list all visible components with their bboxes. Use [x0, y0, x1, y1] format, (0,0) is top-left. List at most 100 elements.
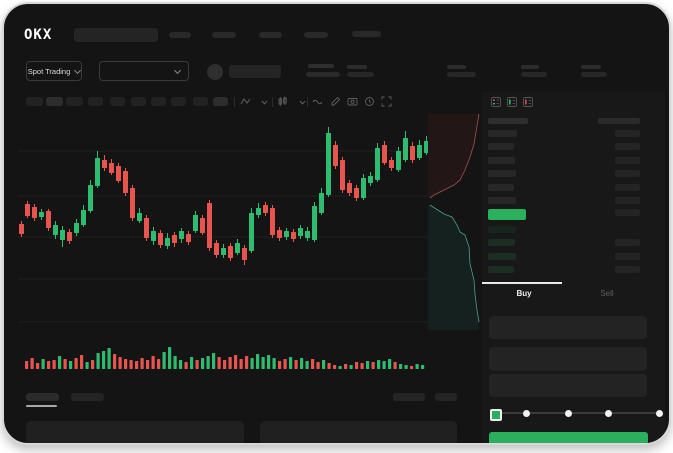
- percent-slider-track[interactable]: [494, 412, 659, 414]
- indicator-zigzag-icon[interactable]: [240, 96, 251, 107]
- bottom-action[interactable]: [435, 393, 457, 401]
- volume-bar: [421, 365, 425, 369]
- ticker-stat-value: [581, 72, 607, 77]
- slider-stop[interactable]: [565, 410, 572, 417]
- volume-bar: [140, 358, 144, 369]
- depth-asks-area: [428, 114, 479, 198]
- ask-row-size[interactable]: [615, 183, 640, 191]
- volume-bar: [58, 356, 62, 369]
- market-type-dropdown[interactable]: Spot Trading: [26, 61, 82, 81]
- ask-row[interactable]: [488, 130, 517, 137]
- ask-row[interactable]: [488, 156, 515, 164]
- total-field[interactable]: [489, 374, 647, 397]
- book-combined-icon[interactable]: [490, 96, 501, 107]
- candle-body: [361, 178, 366, 198]
- ask-row-size[interactable]: [615, 130, 640, 137]
- volume-bar: [377, 360, 381, 369]
- volume-bar: [250, 358, 254, 369]
- depth-chart[interactable]: [428, 114, 482, 330]
- bid-row-size[interactable]: [615, 252, 640, 260]
- camera-icon[interactable]: [347, 96, 358, 107]
- interval-button[interactable]: [213, 97, 228, 106]
- nav-item[interactable]: [352, 31, 381, 37]
- interval-button[interactable]: [171, 97, 186, 106]
- buy-submit-button[interactable]: [489, 432, 648, 443]
- volume-bar: [228, 357, 232, 369]
- volume-bar: [52, 360, 56, 369]
- candlestick-chart[interactable]: [18, 112, 428, 372]
- volume-bar: [338, 366, 342, 369]
- nav-item[interactable]: [304, 32, 328, 38]
- ask-row[interactable]: [488, 170, 516, 178]
- interval-button[interactable]: [88, 97, 103, 106]
- price-row-size[interactable]: [615, 209, 640, 216]
- interval-button[interactable]: [151, 97, 166, 106]
- candle-body: [172, 235, 177, 243]
- okx-logo: OKX: [24, 27, 53, 43]
- ticker-stat-label: [447, 65, 466, 69]
- depth-asks-line: [429, 114, 480, 199]
- tab-buy[interactable]: Buy: [516, 289, 532, 298]
- line-wave-icon[interactable]: [312, 96, 323, 107]
- interval-button[interactable]: [131, 97, 146, 106]
- nav-item[interactable]: [212, 32, 236, 38]
- interval-button[interactable]: [46, 97, 63, 106]
- pair-avatar: [207, 64, 223, 80]
- ask-row-size[interactable]: [615, 170, 640, 178]
- history-clock-icon[interactable]: [364, 96, 375, 107]
- bid-row[interactable]: [488, 239, 515, 247]
- candle-body: [375, 148, 380, 180]
- ask-row[interactable]: [488, 197, 516, 204]
- candle-body: [200, 218, 205, 233]
- book-bids-icon[interactable]: [506, 96, 517, 107]
- tab-sell[interactable]: Sell: [600, 289, 614, 298]
- ask-row[interactable]: [488, 143, 514, 151]
- amount-field[interactable]: [489, 347, 647, 371]
- chevron-down-icon[interactable]: [297, 97, 308, 108]
- ask-row-size[interactable]: [615, 156, 640, 164]
- toolbar-divider: [307, 97, 308, 107]
- bid-row-size[interactable]: [615, 266, 640, 274]
- bid-row[interactable]: [488, 226, 516, 233]
- last-price-badge[interactable]: [488, 209, 526, 220]
- book-asks-icon[interactable]: [522, 96, 533, 107]
- bottom-tab[interactable]: [71, 393, 104, 401]
- fullscreen-expand-icon[interactable]: [381, 96, 392, 107]
- bid-row-size[interactable]: [615, 239, 640, 247]
- volume-bar: [333, 365, 337, 369]
- price-field[interactable]: [489, 316, 647, 339]
- ticker-stat-value: [447, 72, 476, 77]
- volume-bar: [245, 356, 249, 369]
- slider-stop[interactable]: [656, 410, 663, 417]
- draw-pencil-icon[interactable]: [330, 96, 341, 107]
- candle-body: [340, 160, 345, 190]
- volume-bar: [201, 358, 205, 369]
- nav-item[interactable]: [169, 32, 191, 38]
- bottom-action[interactable]: [393, 393, 425, 401]
- bid-row[interactable]: [488, 252, 516, 260]
- chevron-down-icon[interactable]: [259, 97, 270, 108]
- search-input[interactable]: [74, 28, 158, 42]
- ask-row[interactable]: [488, 183, 514, 191]
- candle-body: [228, 246, 233, 258]
- nav-item[interactable]: [259, 32, 282, 38]
- pair-select-dropdown[interactable]: [99, 61, 189, 81]
- interval-button[interactable]: [193, 97, 208, 106]
- volume-bar: [300, 358, 304, 369]
- slider-stop[interactable]: [605, 410, 612, 417]
- slider-handle[interactable]: [490, 409, 502, 421]
- interval-button[interactable]: [66, 97, 83, 106]
- interval-button[interactable]: [26, 97, 43, 106]
- ask-row-size[interactable]: [615, 143, 640, 151]
- bottom-tab[interactable]: [26, 393, 59, 401]
- volume-bar: [107, 348, 111, 369]
- interval-button[interactable]: [110, 97, 125, 106]
- slider-stop[interactable]: [523, 410, 530, 417]
- bid-row[interactable]: [488, 266, 514, 274]
- candle-body: [151, 231, 156, 241]
- volume-bar: [30, 358, 34, 369]
- candle-body: [81, 210, 86, 225]
- chart-style-icon[interactable]: [277, 96, 288, 107]
- ask-row-size[interactable]: [615, 197, 640, 204]
- volume-bar: [190, 357, 194, 369]
